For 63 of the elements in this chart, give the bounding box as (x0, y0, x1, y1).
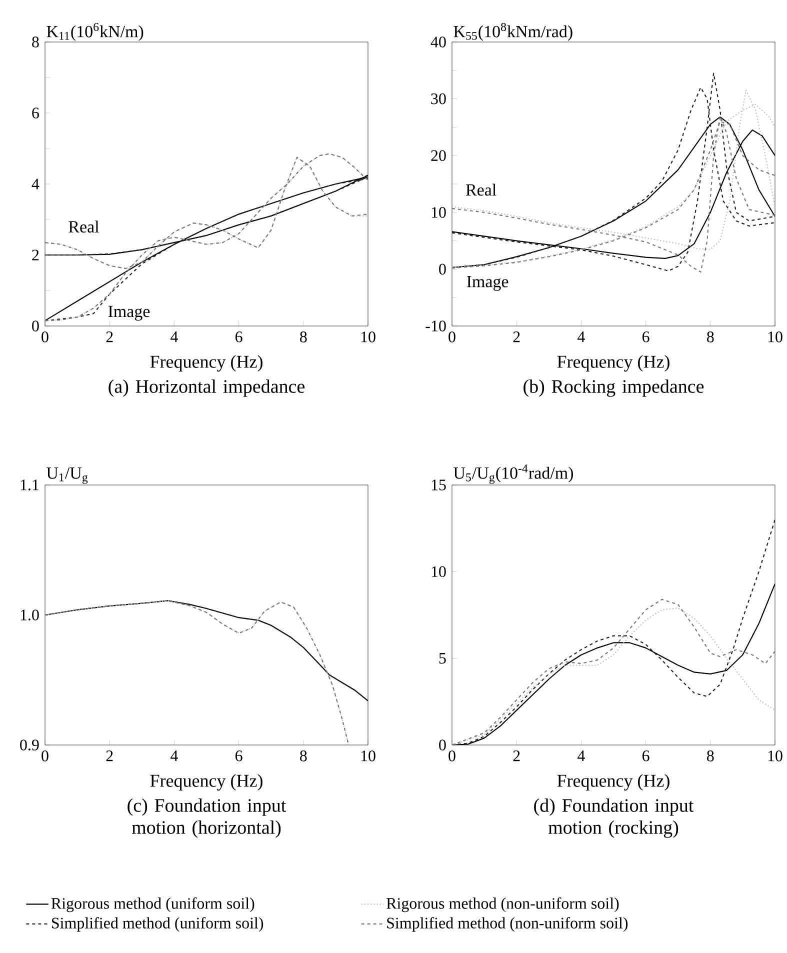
x-tick-label: 0 (448, 750, 456, 762)
x-tick-label: 4 (578, 332, 585, 342)
x-tick-label: 10 (361, 750, 376, 762)
x-tick-label: 8 (300, 750, 307, 762)
legend-label: Rigorous method (uniform soil) (51, 897, 254, 912)
x-axis-title: Frequency (Hz) (150, 774, 262, 791)
y-tick-label: 6 (32, 108, 39, 118)
x-tick-label: 0 (42, 750, 48, 762)
text: (a) Horizontal impedance (108, 380, 305, 397)
y-tick-label: 1.0 (20, 610, 39, 620)
x-tick-label: 4 (578, 750, 585, 762)
y-tick-label: 10 (432, 207, 446, 218)
x-tick-label: 2 (513, 332, 520, 342)
x-tick-label: 0 (42, 332, 48, 342)
y-tick-label: 2 (32, 250, 39, 260)
annotation: Real (466, 184, 496, 196)
x-axis-title: Frequency (Hz) (557, 774, 670, 791)
y-tick-label: 15 (432, 480, 446, 490)
y-tick-label: 10 (432, 566, 446, 578)
x-tick-label: 10 (768, 750, 782, 762)
x-tick-label: 4 (170, 332, 178, 342)
annotation: Image (466, 276, 508, 291)
x-tick-label: 6 (642, 750, 650, 762)
y-tick-label: 0 (32, 320, 39, 332)
x-tick-label: 10 (768, 332, 782, 342)
y-tick-label: 1.1 (20, 480, 39, 490)
text: (d) Foundation input motion (rocking) (534, 798, 694, 838)
x-tick-label: 6 (235, 332, 242, 342)
y-axis-title: U$_{1}$/U$_{g}$ (46, 467, 88, 484)
y-tick-label: 0 (439, 740, 446, 750)
line-series (45, 600, 350, 745)
legend-label: Rigorous method (non-uniform soil) (386, 897, 619, 912)
x-tick-label: 0 (448, 332, 456, 342)
legend-label: Simplified method (non-uniform soil) (387, 917, 628, 932)
x-axis-title: Frequency (Hz) (557, 355, 670, 372)
y-tick-label: 0 (439, 264, 446, 275)
y-axis-title: K$_{55}$(10$^{8}$kNm/rad) (454, 22, 572, 41)
x-axis-title: Frequency (Hz) (150, 355, 262, 372)
y-tick-label: -10 (426, 320, 446, 332)
y-tick-label: 30 (431, 93, 446, 104)
y-axis-title: K$_{11}$(10$^{6}$kN/m) (46, 23, 144, 41)
x-tick-label: 2 (106, 332, 113, 342)
y-tick-label: 40 (430, 36, 446, 48)
y-tick-label: 4 (32, 178, 40, 190)
annotation: Image (108, 306, 150, 321)
x-tick-label: 10 (361, 332, 376, 342)
legend-label: Simplified method (uniform soil) (52, 917, 264, 932)
text: (b) Rocking impedance (524, 380, 704, 397)
annotation: Real (68, 220, 99, 233)
x-tick-label: 2 (106, 750, 113, 762)
y-tick-label: 5 (439, 653, 446, 664)
x-tick-label: 8 (707, 332, 714, 342)
x-tick-label: 8 (300, 332, 307, 342)
y-tick-label: 8 (32, 36, 39, 48)
y-tick-label: 20 (431, 150, 446, 161)
text: (c) Foundation input motion (horizontal) (128, 798, 286, 838)
x-tick-label: 6 (642, 332, 650, 342)
x-tick-label: 4 (170, 750, 178, 762)
x-tick-label: 6 (235, 750, 242, 762)
y-axis-title: U$_{5}$/U$_{g}$(10$^{-4}$rad/m) (454, 464, 574, 484)
x-tick-label: 2 (513, 750, 520, 762)
y-tick-label: 0.9 (20, 740, 39, 750)
x-tick-label: 8 (707, 750, 714, 762)
